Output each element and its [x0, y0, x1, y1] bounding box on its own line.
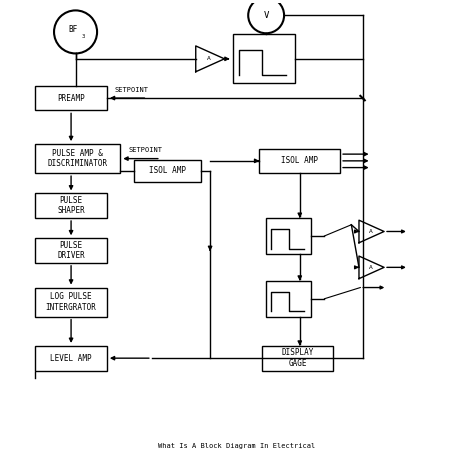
Bar	[35, 238, 107, 263]
Text: V: V	[264, 11, 269, 20]
Text: LOG PULSE
INTERGRATOR: LOG PULSE INTERGRATOR	[46, 292, 97, 312]
Text: What Is A Block Diagram In Electrical: What Is A Block Diagram In Electrical	[158, 443, 316, 449]
Text: LEVEL AMP: LEVEL AMP	[50, 354, 92, 363]
Text: PREAMP: PREAMP	[57, 94, 85, 103]
Text: SETPOINT: SETPOINT	[128, 147, 162, 153]
Bar	[35, 287, 107, 317]
Bar	[35, 86, 107, 110]
Bar	[35, 193, 107, 218]
Text: DISPLAY
GAGE: DISPLAY GAGE	[282, 349, 314, 368]
Bar	[266, 281, 311, 317]
Text: PULSE
DRIVER: PULSE DRIVER	[57, 241, 85, 260]
Bar	[259, 148, 340, 173]
Text: ISOL AMP: ISOL AMP	[281, 156, 318, 165]
Text: BF: BF	[69, 25, 78, 34]
Text: A: A	[207, 56, 210, 61]
Text: A: A	[368, 265, 372, 270]
Text: PULSE
SHAPER: PULSE SHAPER	[57, 196, 85, 215]
Bar	[233, 34, 295, 84]
Text: 3: 3	[82, 34, 85, 39]
Text: SETPOINT: SETPOINT	[115, 87, 149, 93]
Text: ISOL AMP: ISOL AMP	[149, 167, 186, 175]
Text: A: A	[368, 229, 372, 234]
Bar	[262, 346, 333, 370]
Bar	[35, 144, 120, 173]
Bar	[35, 346, 107, 370]
Bar	[134, 160, 201, 182]
Bar	[266, 218, 311, 254]
Text: PULSE AMP &
DISCRIMINATOR: PULSE AMP & DISCRIMINATOR	[48, 149, 108, 168]
